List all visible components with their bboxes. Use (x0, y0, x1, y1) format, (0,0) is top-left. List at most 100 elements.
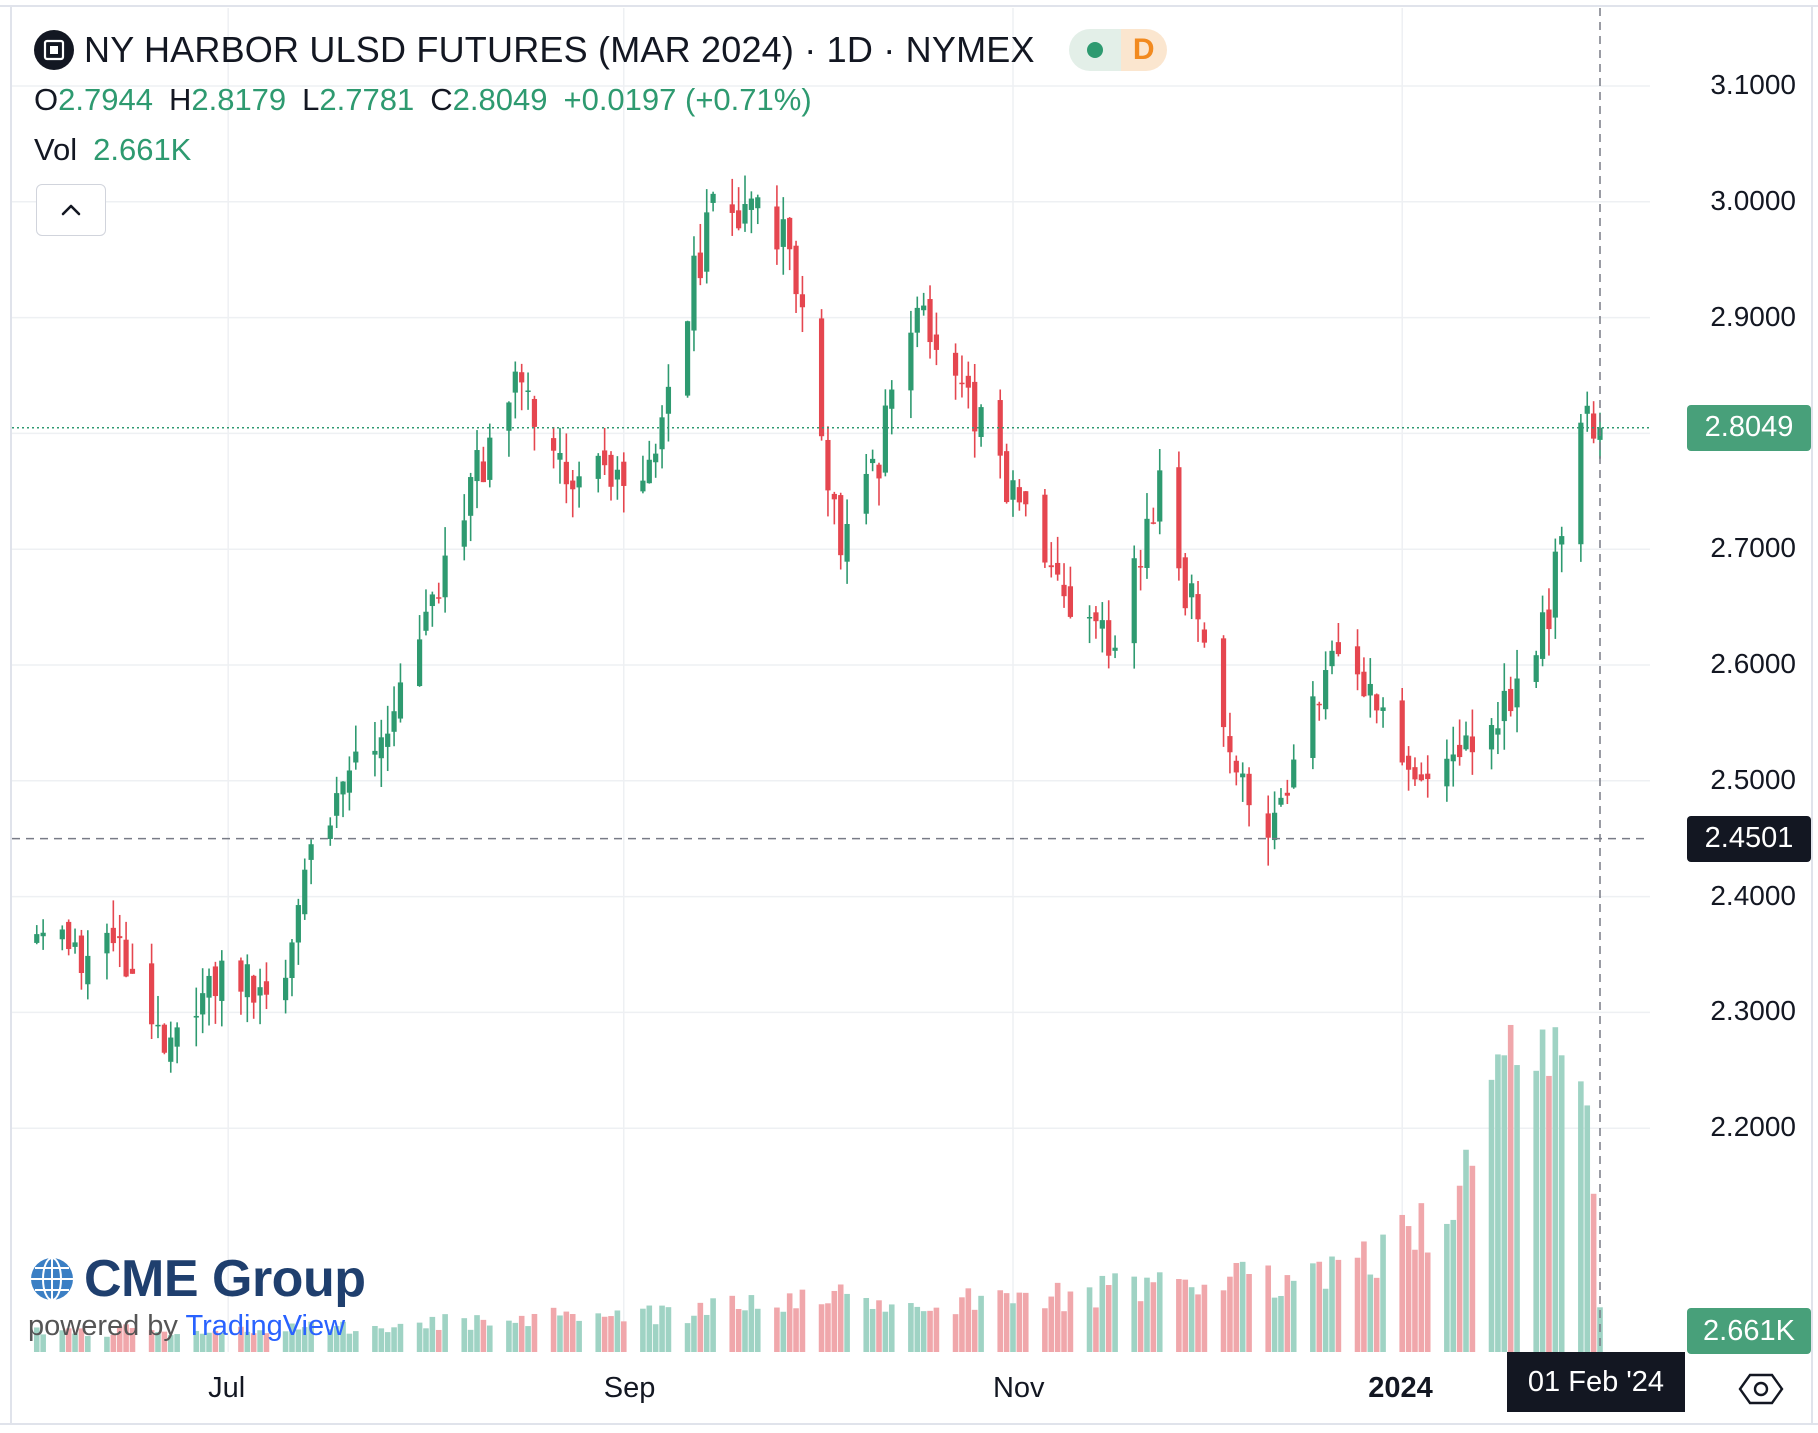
candlesticks (34, 175, 1603, 1073)
candle-body (1233, 760, 1239, 773)
candle-body (1495, 728, 1501, 735)
candle-body (308, 844, 314, 860)
price-tick-label: 3.1000 (1710, 69, 1796, 100)
time-tick-label: Nov (992, 1372, 1045, 1404)
volume-bar (997, 1290, 1004, 1352)
volume-bar (378, 1328, 385, 1352)
legend-title-row: NY HARBOR ULSD FUTURES (MAR 2024) · 1D ·… (34, 24, 1167, 76)
candle-body (155, 1024, 161, 1027)
volume-bar (244, 1331, 251, 1352)
candle-body (653, 453, 659, 463)
volume-bar (557, 1315, 563, 1352)
symbol-title[interactable]: NY HARBOR ULSD FUTURES (MAR 2024) · 1D ·… (84, 29, 1035, 70)
volume-bar (863, 1297, 870, 1352)
volume-bar (965, 1288, 972, 1352)
volume-bar (793, 1308, 799, 1352)
candle-body (646, 459, 652, 484)
candle-body (614, 469, 620, 480)
candle-body (602, 450, 608, 466)
candle-body (927, 299, 933, 343)
candle-body (372, 750, 378, 755)
candle-body (487, 437, 493, 480)
market-status-pill[interactable]: D (1068, 29, 1167, 71)
volume-bar (882, 1311, 889, 1352)
volume-bar (933, 1307, 940, 1352)
collapse-legend-button[interactable] (36, 184, 106, 236)
volume-bar (480, 1319, 487, 1352)
candle-body (353, 751, 359, 763)
volume-bar (1176, 1279, 1182, 1352)
candle-body (1578, 422, 1584, 545)
candle-body (684, 321, 691, 396)
candle-body (570, 480, 576, 490)
candle-body (1144, 518, 1150, 568)
candle-body (283, 977, 289, 1001)
price-tick-label: 2.7000 (1710, 532, 1796, 564)
grid-lines (12, 8, 1650, 1352)
volume-bar (1463, 1149, 1469, 1352)
candle-body (921, 305, 927, 311)
chart-settings-button[interactable] (1738, 1366, 1784, 1412)
volume-bar (1220, 1290, 1227, 1352)
volume-bar (844, 1293, 850, 1352)
candle-body (429, 594, 435, 607)
candle-body (340, 781, 346, 795)
volume-bar (85, 1336, 91, 1352)
tradingview-link[interactable]: TradingView (185, 1310, 346, 1342)
candle-body (1399, 700, 1405, 763)
volume-bar (199, 1333, 206, 1352)
volume-bar (1380, 1234, 1386, 1352)
price-tick-label: 2.5000 (1710, 763, 1796, 795)
candle-body (914, 307, 920, 333)
candle-body (1374, 694, 1380, 711)
candle-body (461, 520, 467, 547)
candle-body (117, 936, 123, 939)
volume-bar (1584, 1105, 1591, 1352)
candle-body (1444, 758, 1450, 787)
volume-bar (1278, 1295, 1284, 1352)
volume-bar (774, 1307, 780, 1352)
volume-bar (193, 1330, 200, 1352)
volume-bar (59, 1330, 66, 1352)
delayed-data-badge: D (1120, 29, 1167, 71)
candle-body (1182, 557, 1188, 609)
volume-bar (167, 1335, 174, 1352)
volume-bar (1093, 1307, 1099, 1352)
volume-bar (1010, 1303, 1016, 1352)
cme-logo: CME Group (28, 1250, 366, 1308)
volume-badge: 2.661K (1687, 1308, 1811, 1354)
volume-bar (1412, 1249, 1418, 1352)
volume-bar (620, 1321, 627, 1352)
candle-body (1361, 671, 1367, 697)
candle-body (525, 390, 531, 392)
candle-body (665, 386, 672, 414)
volume-bar (1354, 1257, 1361, 1352)
volume-bar (1144, 1277, 1150, 1352)
candle-body (697, 252, 703, 279)
candle-body (876, 464, 882, 479)
candle-body (1189, 583, 1195, 598)
volume-bar (601, 1316, 608, 1352)
candle-body (1271, 812, 1278, 841)
volume-bar (735, 1309, 742, 1352)
cme-tradingview-watermark[interactable]: CME Group powered by TradingView (28, 1250, 366, 1343)
candle-body (621, 461, 627, 486)
candle-body (959, 382, 965, 385)
time-tick-label: Jul (208, 1372, 246, 1404)
candle-body (334, 793, 340, 816)
candle-body (168, 1037, 174, 1062)
candle-body (423, 611, 429, 631)
candle-body (1004, 451, 1010, 503)
candle-body (72, 942, 78, 947)
candle-body (104, 932, 110, 954)
volume-bar (1361, 1241, 1367, 1352)
volume-bar (1054, 1282, 1061, 1352)
candle-body (691, 255, 697, 331)
symbol-logo-icon[interactable] (34, 30, 74, 70)
volume-bar (65, 1328, 72, 1352)
volume-bar (927, 1310, 933, 1352)
candle-body (640, 480, 646, 492)
volume-bar (1003, 1293, 1010, 1352)
